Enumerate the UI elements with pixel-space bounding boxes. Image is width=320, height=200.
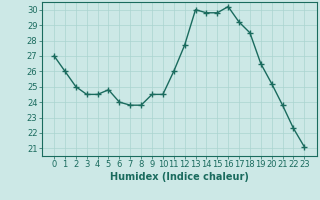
X-axis label: Humidex (Indice chaleur): Humidex (Indice chaleur) [110,172,249,182]
